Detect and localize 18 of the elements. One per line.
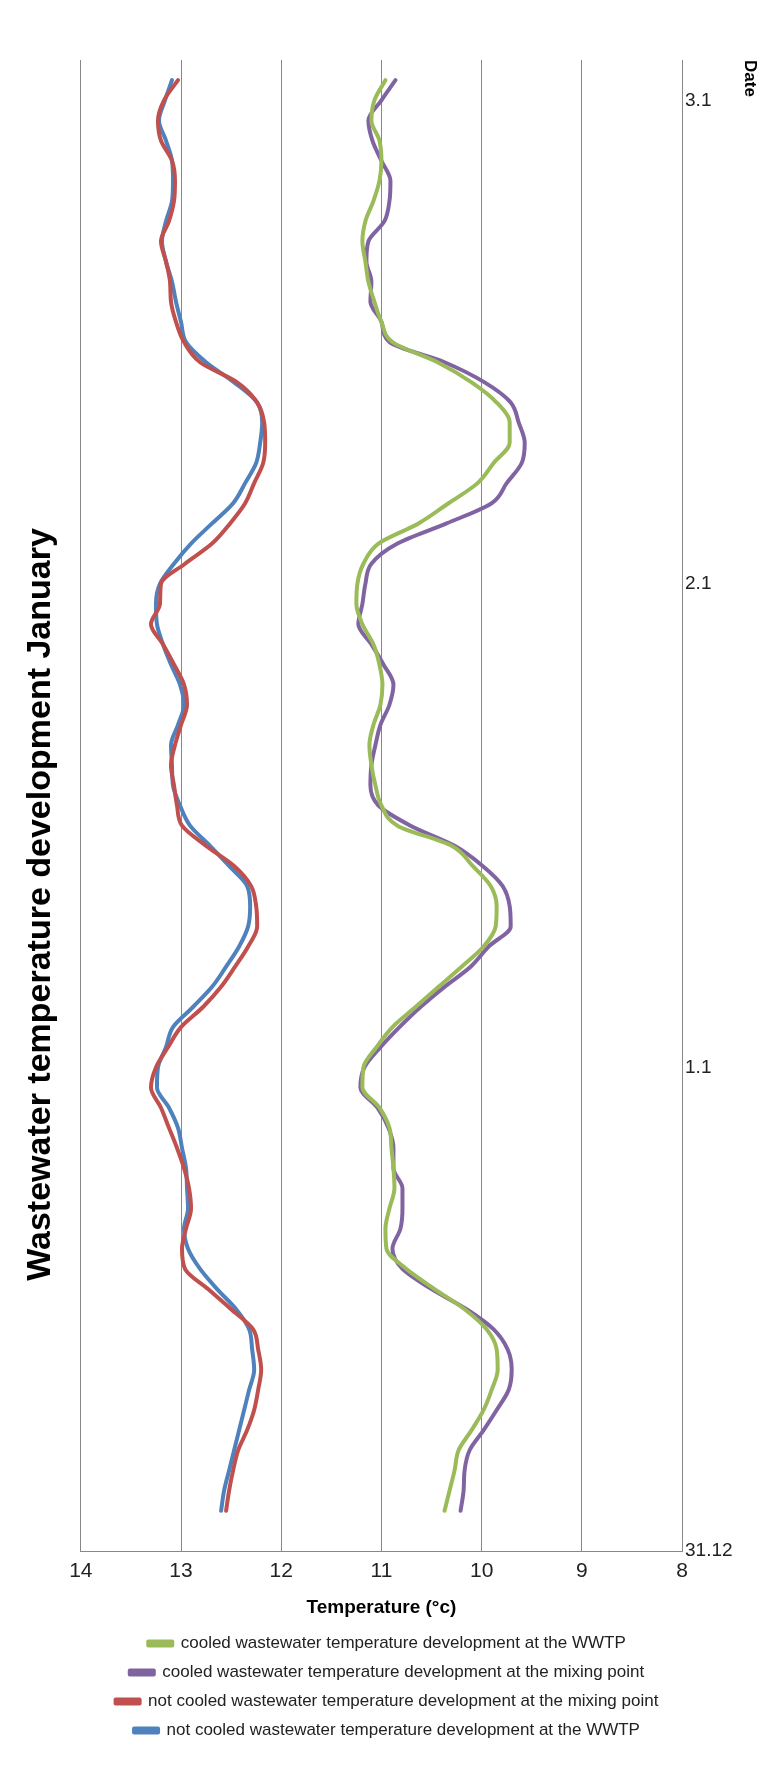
y-tick-label: 2.1 <box>685 572 712 594</box>
y-tick-label: 31.12 <box>685 1539 733 1561</box>
x-axis-title: Temperature (°c) <box>306 1595 457 1617</box>
y-axis-title: Date <box>741 60 761 97</box>
legend-label: not cooled wastewater temperature development at the mixing point <box>148 1691 659 1711</box>
y-tick-label: 1.1 <box>685 1055 712 1077</box>
x-tick-label: 14 <box>69 1558 93 1582</box>
legend-label: cooled wastewater temperature development at the WWTP <box>180 1633 626 1653</box>
text: Wastewater temperature development January <box>18 528 57 1281</box>
legend-label: not cooled wastewater temperature development at the WWTP <box>166 1720 640 1740</box>
y-tick-label: 3.1 <box>685 88 712 110</box>
x-tick-label: 8 <box>676 1558 688 1582</box>
x-tick-label: 13 <box>169 1558 193 1582</box>
x-tick-label: 10 <box>469 1558 494 1582</box>
x-tick-label: 12 <box>269 1558 293 1582</box>
legend-label: cooled wastewater temperature development at the mixing point <box>162 1662 645 1682</box>
x-tick-label: 11 <box>370 1558 393 1582</box>
x-tick-label: 9 <box>576 1558 588 1582</box>
